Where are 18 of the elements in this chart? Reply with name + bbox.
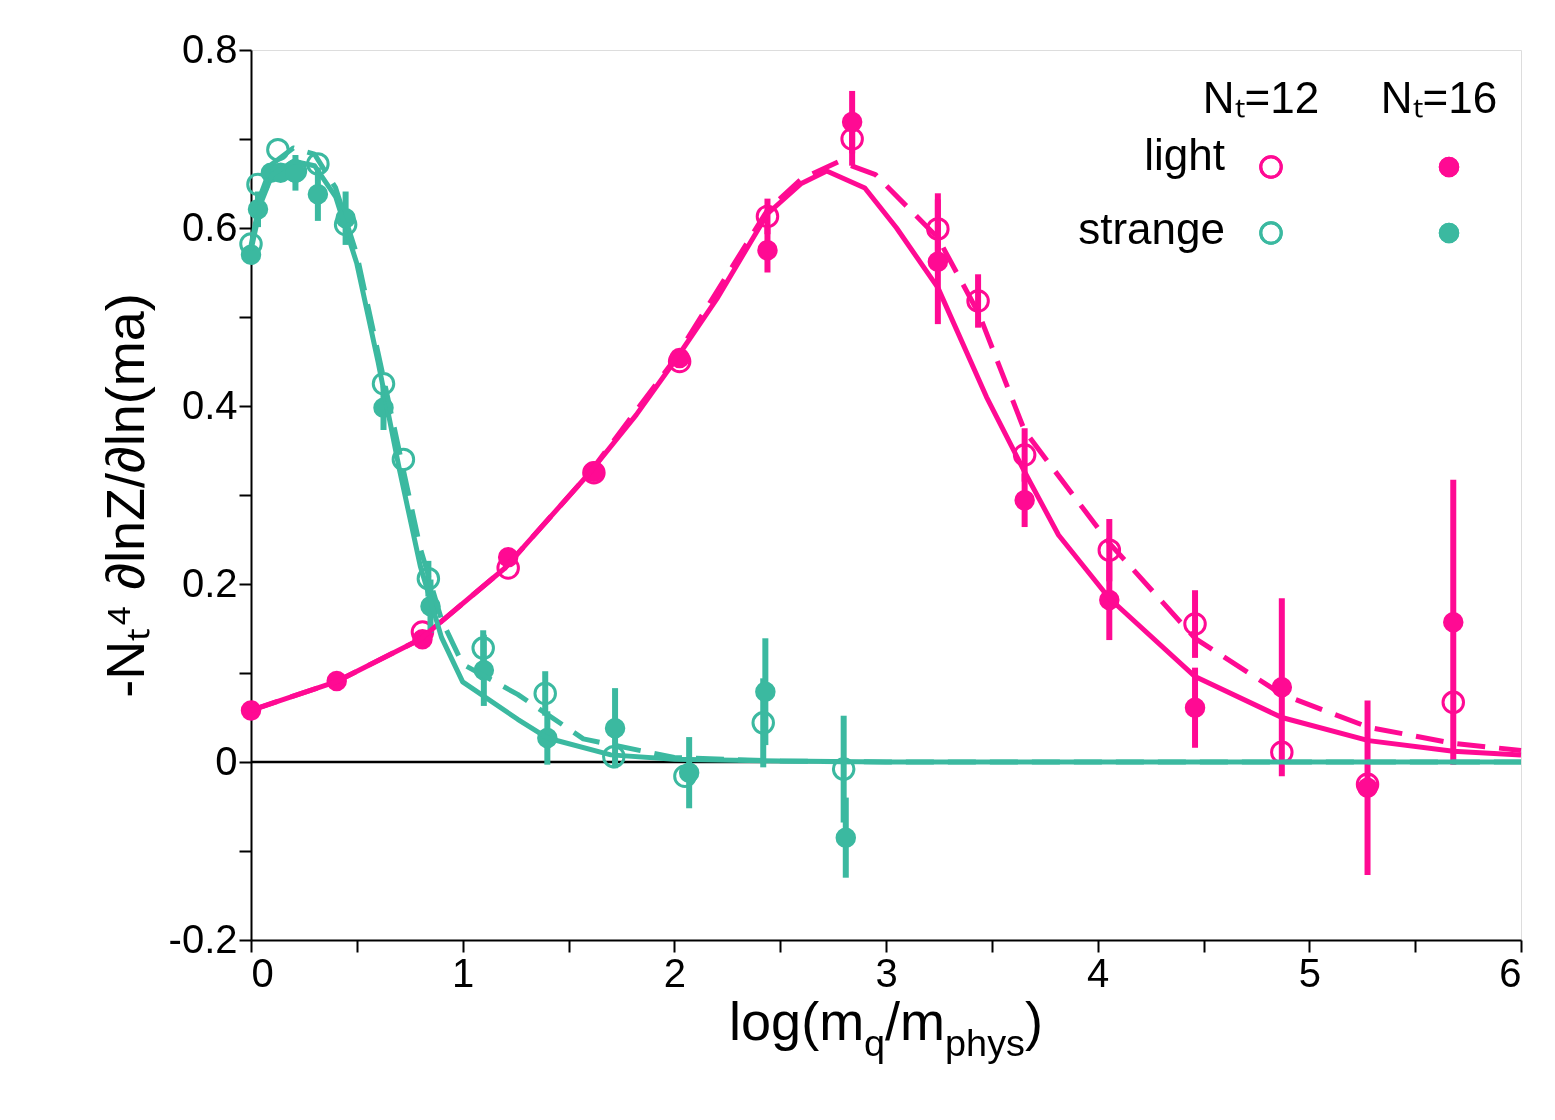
legend-label: strange (1078, 204, 1225, 253)
annotation: Nₜ=16 (1380, 73, 1498, 122)
annotation: Nₜ=12 (1202, 73, 1320, 122)
x-tick-label: 4 (1087, 950, 1110, 995)
y-tick-label: 0.8 (181, 26, 238, 71)
y-axis-title: -Nₜ⁴ ∂lnZ/∂ln(ma) (94, 293, 155, 698)
x-tick-label: 3 (875, 950, 898, 995)
y-tick-label: -0.2 (168, 916, 238, 961)
x-tick-label: 6 (1499, 950, 1522, 995)
legend-label: light (1144, 130, 1225, 179)
y-tick-label: 0.2 (181, 560, 238, 605)
y-tick-label: 0.4 (181, 382, 238, 427)
x-tick-label: 1 (452, 950, 475, 995)
y-tick-label: 0.6 (181, 204, 238, 249)
y-tick-label: 0 (215, 738, 238, 783)
x-tick-label: 5 (1298, 950, 1321, 995)
x-tick-label: 0 (251, 950, 274, 995)
x-tick-label: 2 (663, 950, 686, 995)
